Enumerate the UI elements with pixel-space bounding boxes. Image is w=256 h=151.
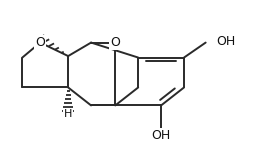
Text: OH: OH [216,35,235,48]
Text: H: H [64,109,72,119]
Text: O: O [35,36,45,49]
Text: O: O [110,36,120,49]
Text: OH: OH [152,129,171,142]
